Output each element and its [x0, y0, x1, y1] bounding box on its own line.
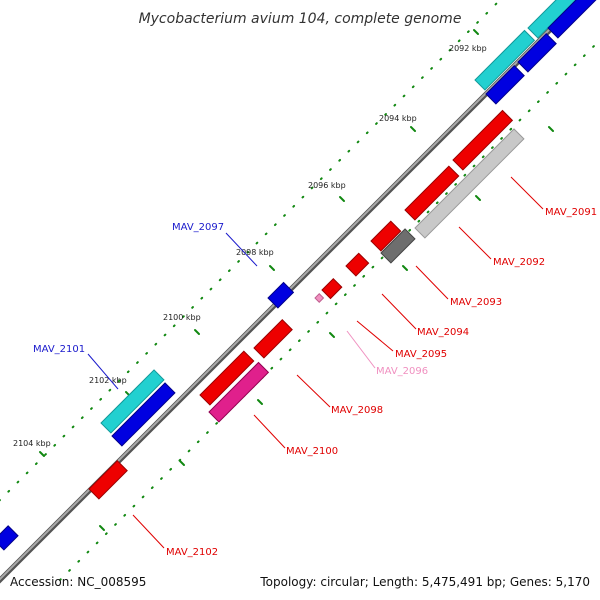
- major-tick: [410, 126, 416, 132]
- gene-label-mav-2091[interactable]: MAV_2091: [545, 207, 597, 218]
- kbp-label: 2096 kbp: [308, 181, 346, 190]
- leader-line: [510, 176, 544, 210]
- gene-feature-mav-2102[interactable]: [88, 460, 128, 500]
- leader-line: [458, 226, 492, 260]
- leader-line: [253, 414, 286, 449]
- kbp-label: 2100 kbp: [163, 313, 201, 322]
- gene-feature-red[interactable]: [370, 220, 402, 252]
- tick-tracks: [0, 0, 600, 581]
- major-tick: [329, 332, 335, 338]
- gene-feature-mav-2096[interactable]: [314, 293, 325, 303]
- major-tick: [179, 460, 185, 466]
- gene-label-mav-2101[interactable]: MAV_2101: [33, 344, 85, 355]
- accession-text: Accession: NC_008595: [10, 575, 146, 589]
- gene-label-mav-2097[interactable]: MAV_2097: [172, 222, 224, 233]
- gene-feature-mav-2094[interactable]: [345, 252, 370, 277]
- gene-feature-blue[interactable]: [485, 65, 525, 105]
- major-tick: [194, 329, 200, 335]
- leader-line: [356, 320, 394, 352]
- gene-labels: MAV_2091 MAV_2092 MAV_2093 MAV_2094 MAV_…: [33, 207, 597, 558]
- gene-label-mav-2100[interactable]: MAV_2100: [286, 446, 338, 457]
- gene-feature-blue[interactable]: [547, 0, 600, 39]
- gene-label-mav-2102[interactable]: MAV_2102: [166, 547, 218, 558]
- gene-feature-mav-2100[interactable]: [208, 361, 270, 423]
- major-tick: [339, 196, 345, 202]
- gene-feature-mav-2095[interactable]: [321, 277, 343, 300]
- major-tick: [548, 126, 554, 132]
- leader-line: [415, 265, 449, 300]
- major-tick: [269, 265, 275, 271]
- leader-line: [132, 514, 165, 549]
- major-tick: [475, 195, 481, 201]
- major-tick: [39, 451, 45, 457]
- leader-lines: [87, 176, 544, 549]
- gene-feature-mav-2091[interactable]: [452, 109, 514, 171]
- leader-line: [381, 293, 417, 330]
- major-ticks: [39, 29, 554, 531]
- gene-feature-mav-2097[interactable]: [267, 281, 295, 309]
- kbp-label: 2094 kbp: [379, 114, 417, 123]
- major-tick: [473, 29, 479, 35]
- outer-strand-genes: [0, 0, 600, 551]
- leader-line: [225, 232, 258, 267]
- kbp-label: 2092 kbp: [449, 44, 487, 53]
- gene-feature-red[interactable]: [253, 319, 293, 359]
- gene-label-mav-2093[interactable]: MAV_2093: [450, 297, 502, 308]
- leader-line: [296, 374, 331, 408]
- gene-feature-mav-2101-blue[interactable]: [111, 382, 176, 447]
- genome-summary-text: Topology: circular; Length: 5,475,491 bp…: [259, 575, 590, 589]
- gene-feature-mav-2092[interactable]: [414, 128, 525, 239]
- outer-tick-track: [59, 38, 600, 581]
- gene-feature-mav-2098[interactable]: [199, 350, 255, 406]
- leader-line: [87, 353, 119, 390]
- kbp-label: 2102 kbp: [89, 376, 127, 385]
- gene-label-mav-2098[interactable]: MAV_2098: [331, 405, 383, 416]
- inner-tick-track: [0, 0, 502, 502]
- map-title: Mycobacterium avium 104, complete genome: [139, 11, 462, 27]
- gene-label-mav-2095[interactable]: MAV_2095: [395, 349, 447, 360]
- gene-label-mav-2094[interactable]: MAV_2094: [417, 327, 469, 338]
- kbp-label: 2098 kbp: [236, 248, 274, 257]
- kbp-labels: 2092 kbp 2094 kbp 2096 kbp 2098 kbp 2100…: [13, 44, 487, 448]
- gene-feature-mav-2093[interactable]: [380, 228, 416, 264]
- major-tick: [99, 525, 105, 531]
- gene-feature-blue[interactable]: [517, 33, 557, 73]
- major-tick: [257, 399, 263, 405]
- gene-label-mav-2096[interactable]: MAV_2096: [376, 366, 428, 377]
- inner-strand-genes: [88, 109, 525, 500]
- gene-feature-cyan[interactable]: [474, 29, 536, 91]
- gene-feature-red[interactable]: [404, 165, 460, 221]
- gene-label-mav-2092[interactable]: MAV_2092: [493, 257, 545, 268]
- kbp-label: 2104 kbp: [13, 439, 51, 448]
- major-tick: [402, 265, 408, 271]
- gene-feature-blue[interactable]: [0, 525, 19, 551]
- leader-line: [346, 330, 376, 369]
- gene-feature-mav-2101-cyan[interactable]: [100, 369, 165, 434]
